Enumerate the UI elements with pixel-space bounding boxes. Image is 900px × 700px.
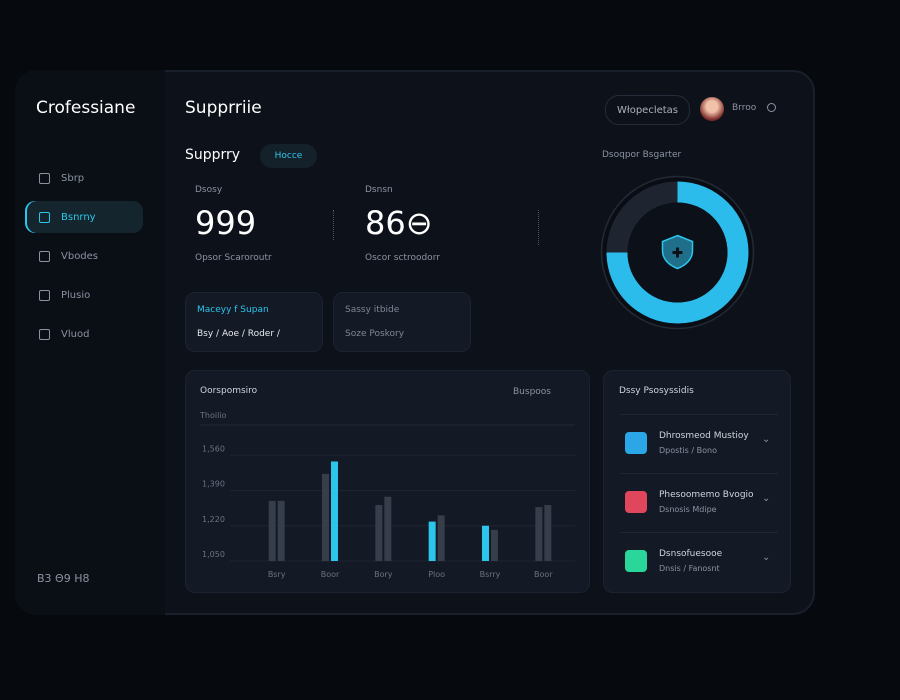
nav-icon — [39, 290, 50, 301]
donut-slice — [606, 181, 749, 324]
list-row[interactable] — [620, 414, 778, 461]
stat-value: 999 — [195, 204, 257, 242]
list-row[interactable] — [620, 473, 778, 520]
card[interactable] — [185, 292, 323, 352]
summary-title: Supprry — [185, 147, 241, 163]
nav-item[interactable]: Plusio — [25, 279, 143, 311]
y-tick-label: 1,220 — [202, 515, 225, 524]
list-subtitle: Dnsis / Fanosnt — [659, 564, 720, 573]
bar — [428, 521, 436, 561]
sidebar — [15, 70, 165, 615]
bar — [375, 505, 383, 561]
x-tick-label: Bory — [374, 570, 393, 579]
search[interactable]: Włopecletas — [605, 95, 690, 125]
bar-chart: Thoilio 1,050 1,220 1,390 1,560 Bsry Boor Bory P… — [199, 411, 575, 579]
chevron[interactable]: ⌄ — [762, 493, 771, 504]
x-tick-label: Bsrry — [480, 570, 501, 579]
bar — [331, 461, 338, 561]
chart-filter[interactable]: Buspoos — [513, 387, 551, 397]
x-tick-label: Boor — [321, 570, 340, 579]
stat-caption: Opsor Scaroroutr — [195, 253, 272, 263]
donut-slice — [606, 181, 678, 253]
stat-label: Dsnsn — [365, 185, 393, 195]
chevron[interactable]: ⌄ — [762, 434, 771, 445]
stat-caption: Oscor sctroodorr — [365, 253, 440, 263]
list-title: Dssy Psosyssidis — [619, 386, 694, 396]
list-title: Dhrosmeod Mustioy — [659, 431, 749, 441]
list-icon — [625, 491, 647, 513]
nav-icon — [39, 173, 50, 184]
bar — [277, 500, 285, 561]
card-title: Maceyy f Supan — [197, 305, 269, 315]
x-tick-label: Bsry — [268, 570, 286, 579]
bar — [268, 500, 276, 561]
bar — [322, 473, 329, 561]
chevron[interactable]: ⌄ — [762, 552, 771, 563]
list-subtitle: Dsnosis Mdipe — [659, 505, 717, 514]
chart-title: Oorspomsiro — [200, 386, 258, 396]
x-tick-label: Boor — [534, 570, 553, 579]
y-tick-label: 1,560 — [202, 444, 225, 453]
nav-item[interactable]: Vbodes — [25, 240, 143, 272]
list-title: Phesoomemo Bvogio — [659, 490, 754, 500]
bar — [491, 529, 498, 561]
list-row[interactable] — [620, 532, 778, 579]
badge: Hocce — [260, 144, 317, 168]
card[interactable] — [333, 292, 471, 352]
stat-label: Dsosy — [195, 185, 223, 195]
list-icon — [625, 550, 647, 572]
nav-item[interactable]: Vluod — [25, 318, 143, 350]
user-name[interactable]: Brroo — [732, 103, 757, 113]
divider — [333, 210, 335, 240]
bar — [437, 515, 445, 561]
stat-value: 86⊖ — [365, 204, 433, 242]
x-tick-label: Ploo — [428, 570, 445, 579]
bar — [544, 505, 552, 561]
card-title: Sassy itbide — [345, 305, 400, 315]
bar — [482, 525, 489, 561]
donut-title: Dsoqpor Bsgarter — [602, 150, 682, 160]
card-text: Soze Poskory — [345, 329, 405, 339]
divider — [538, 210, 540, 245]
sidebar-footer: B3 Θ9 H8 — [37, 572, 90, 585]
donut-chart — [600, 175, 755, 330]
avatar[interactable] — [700, 97, 724, 121]
nav-icon — [39, 329, 50, 340]
nav-icon — [39, 251, 50, 262]
bar — [384, 496, 392, 561]
list-icon — [625, 432, 647, 454]
y-tick-label: 1,390 — [202, 480, 225, 489]
nav-item[interactable]: Bsnrny — [25, 201, 143, 233]
nav-icon — [39, 212, 50, 223]
y-tick-label: 1,050 — [202, 550, 225, 559]
settings-icon[interactable] — [767, 103, 776, 112]
card-text: Bsy / Aoe / Roder / — [197, 329, 280, 339]
nav-item[interactable]: Sbrp — [25, 162, 143, 194]
list-title: Dsnsofuesooe — [659, 549, 723, 559]
shield-mark — [672, 247, 683, 258]
brand: Crofessiane — [36, 98, 136, 118]
y-axis-label: Thoilio — [199, 411, 227, 420]
list-subtitle: Dpostis / Bono — [659, 446, 717, 455]
page-title: Supprriie — [185, 98, 262, 118]
bar — [535, 507, 543, 561]
